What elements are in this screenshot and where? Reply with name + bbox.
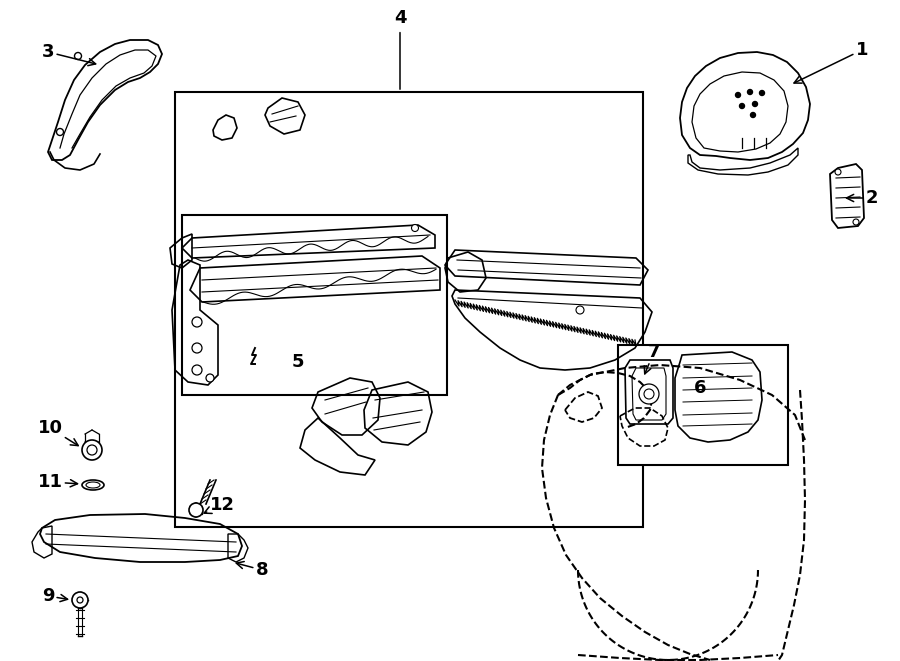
Text: 8: 8	[237, 561, 268, 579]
Bar	[182, 215, 447, 395]
Circle shape	[87, 445, 97, 455]
Bar	[175, 92, 643, 527]
Circle shape	[760, 91, 764, 95]
Circle shape	[639, 384, 659, 404]
Text: 11: 11	[38, 473, 77, 491]
Circle shape	[411, 225, 418, 231]
Circle shape	[752, 102, 758, 106]
Text: 4: 4	[394, 9, 406, 89]
Text: 3: 3	[41, 43, 95, 65]
Circle shape	[206, 374, 214, 382]
Text: 7: 7	[644, 343, 661, 374]
Circle shape	[192, 365, 202, 375]
Text: 1: 1	[794, 41, 868, 83]
Circle shape	[740, 104, 744, 108]
Text: 2: 2	[847, 189, 878, 207]
Bar	[618, 345, 788, 465]
Circle shape	[576, 306, 584, 314]
Text: 12: 12	[204, 496, 235, 514]
Circle shape	[189, 503, 203, 517]
Circle shape	[57, 128, 64, 136]
Circle shape	[748, 89, 752, 95]
Circle shape	[751, 112, 755, 118]
Circle shape	[75, 52, 82, 59]
Ellipse shape	[82, 480, 104, 490]
Circle shape	[644, 389, 654, 399]
Circle shape	[72, 592, 88, 608]
Text: 6: 6	[694, 379, 706, 397]
Circle shape	[853, 219, 859, 225]
Text: 10: 10	[38, 419, 78, 446]
Circle shape	[77, 597, 83, 603]
Circle shape	[835, 169, 841, 175]
Circle shape	[192, 343, 202, 353]
Circle shape	[82, 440, 102, 460]
Circle shape	[192, 317, 202, 327]
Circle shape	[735, 93, 741, 98]
Text: 5: 5	[292, 353, 304, 371]
Text: 9: 9	[41, 587, 68, 605]
